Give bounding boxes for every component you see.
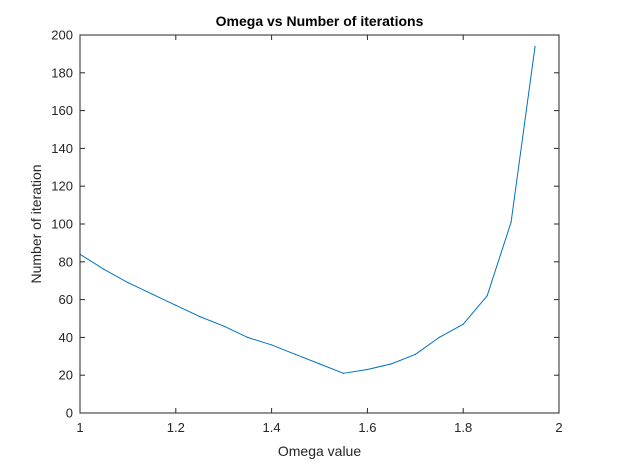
x-tick-label: 1.8 (454, 420, 472, 435)
data-point (127, 281, 129, 284)
y-tick-label: 0 (66, 406, 73, 421)
data-point (318, 363, 321, 365)
data-point (342, 372, 345, 374)
x-tick-label: 1 (76, 420, 83, 435)
data-point (390, 363, 392, 365)
data-point (103, 268, 105, 270)
x-tick-label: 1.6 (358, 420, 376, 435)
data-point (294, 353, 297, 356)
y-tick-label: 100 (51, 217, 73, 232)
y-axis-label: Number of iteration (28, 164, 44, 283)
data-point (510, 221, 512, 223)
y-tick-label: 80 (59, 254, 73, 269)
data-point (486, 295, 488, 297)
data-point (462, 323, 464, 325)
y-tick-label: 140 (51, 141, 73, 156)
data-point (151, 293, 153, 295)
x-tick-label: 2 (555, 420, 562, 435)
data-point (414, 353, 416, 356)
plot-area (80, 35, 559, 413)
x-axis-label: Omega value (278, 443, 361, 459)
data-point (271, 344, 273, 346)
series-line (79, 46, 536, 374)
data-point (247, 336, 249, 338)
y-tick-label: 160 (51, 103, 73, 118)
y-tick-label: 120 (51, 179, 73, 194)
data-point (438, 336, 440, 338)
y-tick-label: 40 (59, 330, 73, 345)
data-point (534, 45, 536, 47)
data-point (223, 325, 225, 327)
axes-box (79, 34, 560, 414)
y-tick-label: 20 (59, 368, 73, 383)
chart-title: Omega vs Number of iterations (216, 13, 424, 29)
y-tick-label: 60 (59, 292, 73, 307)
x-tick-label: 1.4 (263, 420, 281, 435)
data-point (199, 316, 201, 318)
x-tick-label: 1.2 (167, 420, 185, 435)
ticks-layer: 1 1.2 1.4 1.6 1.8 202040608010012014016018020… (51, 28, 562, 436)
data-point (366, 368, 368, 371)
data-point (175, 304, 177, 306)
y-tick-label: 200 (51, 28, 73, 43)
y-tick-label: 180 (51, 65, 73, 80)
